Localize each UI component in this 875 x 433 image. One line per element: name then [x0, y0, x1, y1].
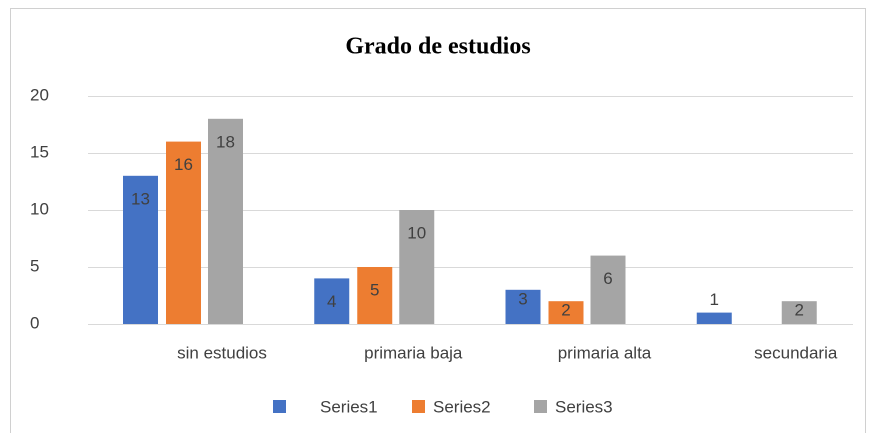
data-label: 1	[710, 290, 719, 309]
x-tick-label: primaria baja	[364, 343, 463, 362]
data-label: 6	[603, 269, 612, 288]
legend-swatch	[412, 400, 425, 413]
chart-title: Grado de estudios	[345, 34, 530, 60]
legend-swatch	[273, 400, 286, 413]
data-label: 3	[518, 289, 527, 308]
bar	[696, 312, 732, 324]
data-label: 2	[795, 301, 804, 320]
bar	[123, 175, 158, 324]
legend-label: Series3	[555, 397, 613, 416]
y-tick-label: 10	[30, 199, 49, 218]
data-label: 5	[370, 280, 379, 299]
data-label: 10	[407, 223, 426, 242]
bar	[208, 118, 243, 324]
y-tick-label: 0	[30, 313, 39, 332]
x-tick-label: sin estudios	[177, 343, 267, 362]
data-label: 2	[561, 301, 570, 320]
bar	[781, 301, 817, 324]
bar	[357, 267, 393, 324]
bar	[166, 141, 201, 324]
data-label: 13	[131, 189, 150, 208]
bar	[399, 210, 435, 324]
legend-label: Series2	[433, 397, 491, 416]
y-tick-label: 5	[30, 256, 39, 275]
bar	[590, 255, 626, 324]
x-tick-label: primaria alta	[558, 343, 652, 362]
bar	[505, 289, 541, 324]
data-label: 4	[327, 292, 336, 311]
bar	[548, 301, 584, 324]
bar	[314, 278, 350, 324]
data-label: 18	[216, 132, 235, 151]
y-tick-label: 15	[30, 142, 49, 161]
y-tick-label: 20	[30, 85, 49, 104]
data-label: 16	[174, 155, 193, 174]
legend-label: Series1	[320, 397, 378, 416]
legend-swatch	[534, 400, 547, 413]
x-tick-label: secundaria	[754, 343, 838, 362]
